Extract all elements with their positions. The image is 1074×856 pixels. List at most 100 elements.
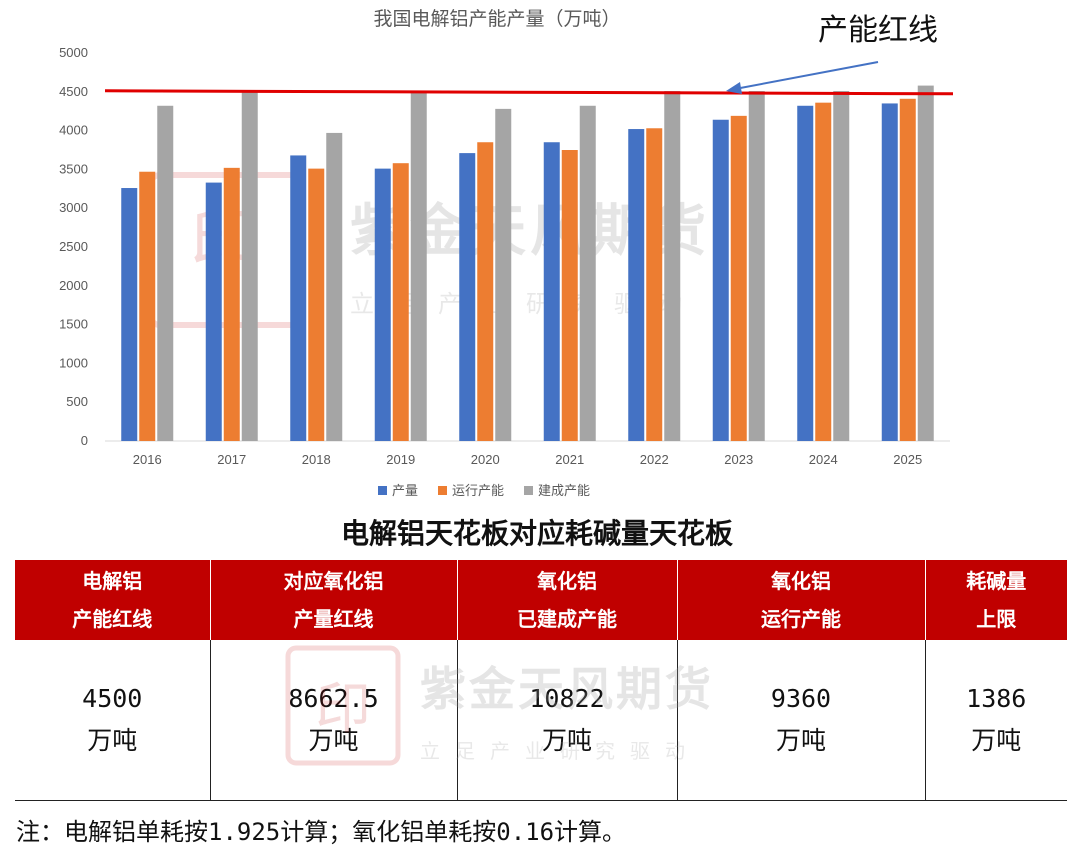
bar-2024-s1 [815,102,832,441]
capacity-red-line [104,89,954,96]
bar-2017-s0 [205,182,222,442]
bar-2022-s1 [646,128,663,441]
x-tick-label: 2024 [809,452,838,467]
header-line-2: 运行产能 [761,607,841,631]
bar-2020-s0 [459,153,476,441]
legend-label: 运行产能 [452,484,504,499]
legend-swatch [438,486,447,495]
bar-2019-s1 [392,163,409,441]
y-tick-label: 500 [66,394,88,409]
cell-value: 10822 [529,684,605,713]
y-tick-label: 1500 [59,317,88,332]
bar-2022-s0 [628,129,645,441]
bar-2018-s2 [326,132,343,442]
x-tick-label: 2025 [893,452,922,467]
header-line-1: 电解铝 [82,569,143,593]
bar-2019-s2 [410,91,427,442]
header-line-2: 上限 [976,607,1017,631]
cell-value: 4500 [82,684,143,713]
table-cell: 8662.5 万吨 [209,640,457,801]
chart: 印 紫金天风期货 立足产业研究驱动 我国电解铝产能产量（万吨） 05001000… [59,8,954,499]
x-tick-label: 2018 [302,452,331,467]
cell-unit: 万吨 [308,726,359,755]
x-tick-label: 2021 [555,452,584,467]
bar-2025-s0 [881,103,898,441]
bar-2023-s0 [712,119,729,442]
annotation-arrow [734,61,879,90]
table-header-row: 电解铝产能红线 对应氧化铝产量红线 氧化铝已建成产能 氧化铝运行产能 耗碱量上限 [15,560,1067,640]
bar-2019-s0 [374,168,391,441]
footnote: 注：电解铝单耗按1.925计算；氧化铝单耗按0.16计算。 [16,818,627,846]
annotation-arrowhead [726,82,742,94]
table-cell: 4500 万吨 [15,640,210,801]
legend-label: 建成产能 [538,484,590,499]
legend-swatch [524,486,533,495]
bar-2023-s1 [730,115,747,441]
bar-2016-s0 [121,188,138,441]
bar-2021-s0 [543,142,560,442]
cell-unit: 万吨 [971,726,1022,755]
bar-2016-s2 [157,105,174,441]
y-tick-label: 2500 [59,239,88,254]
bar-2020-s2 [495,108,512,441]
bar-2025-s1 [899,98,916,441]
bar-2017-s2 [241,91,258,442]
bar-2018-s1 [308,168,325,441]
cell-value: 8662.5 [288,684,379,713]
y-tick-label: 0 [81,433,88,448]
legend-label: 产量 [392,484,418,499]
bar-2021-s1 [561,150,578,441]
header-alumina-built-capacity: 氧化铝 已建成产能 [456,560,677,640]
table-cell: 9360 万吨 [676,640,925,801]
bars [121,85,934,442]
y-tick-label: 2000 [59,278,88,293]
header-line-2: 已建成产能 [517,607,617,631]
cell-value: 9360 [770,684,832,713]
y-tick-label: 3500 [59,161,88,176]
bar-2025-s2 [917,85,934,441]
x-tick-label: 2016 [133,452,162,467]
bar-2017-s1 [223,167,240,441]
bar-2021-s2 [579,105,596,441]
x-tick-label: 2022 [640,452,669,467]
table-title: 电解铝天花板对应耗碱量天花板 [340,517,733,550]
table-cell: 10822 万吨 [456,640,677,801]
y-axis: 0 500 1000 1500 2000 2500 3000 3500 4000 4500 5000 [59,45,88,448]
cell-value: 1386 [966,684,1027,713]
cell-unit: 万吨 [87,726,138,755]
header-alumina-output-redline: 对应氧化铝 产量红线 [209,560,457,640]
x-tick-label: 2020 [471,452,500,467]
bar-2024-s2 [833,91,850,442]
bar-2023-s2 [748,91,765,442]
header-alumina-running-capacity: 氧化铝 运行产能 [676,560,925,640]
bar-2020-s1 [477,142,494,442]
x-tick-label: 2017 [217,452,246,467]
bar-2022-s2 [664,91,681,442]
legend: 产量 运行产能 建成产能 [378,484,590,499]
y-tick-label: 5000 [59,45,88,60]
y-tick-label: 1000 [59,355,88,370]
cell-unit: 万吨 [541,726,592,755]
header-line-1: 对应氧化铝 [283,569,384,593]
chart-title: 我国电解铝产能产量（万吨） [373,8,620,30]
header-line-2: 产量红线 [293,607,374,631]
x-tick-label: 2023 [724,452,753,467]
bar-2024-s0 [797,105,814,441]
header-line-1: 耗碱量 [966,569,1027,593]
bar-2016-s1 [139,171,156,441]
y-tick-label: 4500 [59,84,88,99]
header-electrolytic-redline: 电解铝 产能红线 [15,560,210,640]
legend-swatch [378,486,387,495]
capacity-table: 电解铝产能红线 对应氧化铝产量红线 氧化铝已建成产能 氧化铝运行产能 耗碱量上限… [15,560,1067,801]
header-line-1: 氧化铝 [537,569,597,593]
table-row: 4500 万吨 8662.5 万吨 10822 万吨 9360 万吨 1386 万吨 [15,640,1067,801]
y-tick-label: 3000 [59,200,88,215]
header-caustic-upper-limit: 耗碱量 上限 [924,560,1067,640]
y-tick-label: 4000 [59,123,88,138]
table-cell: 1386 万吨 [924,640,1067,801]
bar-2018-s0 [290,155,307,441]
x-axis-labels: 2016 2017 2018 2019 2020 2021 2022 2023 2024 2025 [133,452,922,467]
header-line-2: 产能红线 [72,607,153,631]
cell-unit: 万吨 [775,726,826,755]
header-line-1: 氧化铝 [771,569,831,593]
